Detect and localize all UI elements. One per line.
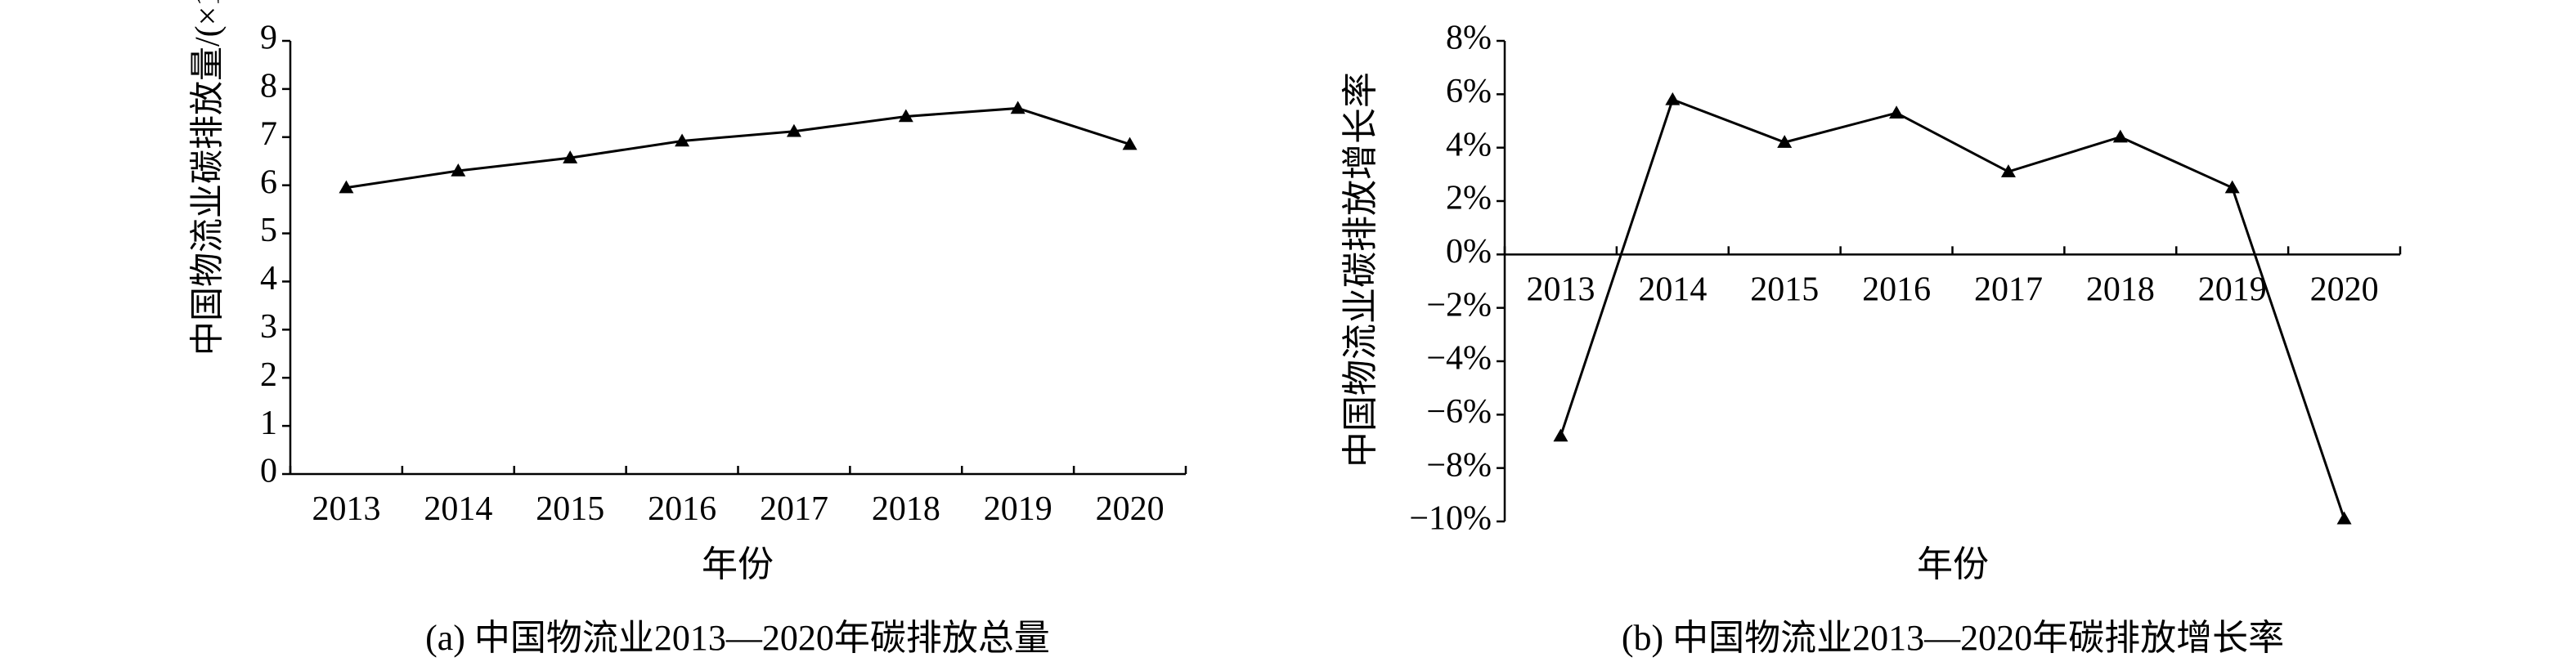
b-data-point [2224, 180, 2240, 194]
a-x-tick-label: 2019 [984, 490, 1052, 528]
b-data-point [2336, 511, 2352, 525]
a-data-point [786, 123, 801, 137]
b-data-point [2112, 129, 2128, 143]
b-y-tick-label: −4% [1426, 340, 1492, 378]
a-y-tick-label: 1 [260, 405, 277, 442]
a-x-tick-label: 2020 [1096, 490, 1165, 528]
b-x-tick-label: 2013 [1526, 271, 1595, 308]
a-x-tick-label: 2013 [312, 490, 380, 528]
a-y-tick-label: 0 [260, 453, 277, 490]
b-data-point [1665, 92, 1681, 105]
a-x-tick-label: 2018 [872, 490, 940, 528]
chart-a: 中国物流业碳排放量/(×10⁸ t) 0 1 2 3 4 5 6 7 8 9 2013 2014 20… [190, 0, 1187, 658]
a-data-point [1122, 136, 1138, 150]
a-x-tick-label: 2017 [760, 490, 828, 528]
b-x-tick-label: 2014 [1638, 271, 1707, 308]
a-data-point [675, 133, 690, 147]
a-y-tick-label: 8 [260, 68, 277, 105]
b-y-tick-label: −6% [1426, 393, 1492, 431]
b-y-tick-label: 6% [1446, 73, 1492, 110]
b-data-point [1553, 428, 1568, 442]
a-y-tick-label: 5 [260, 212, 277, 249]
chart-a-y-axis-label: 中国物流业碳排放量/(×10⁸ t) [190, 0, 227, 356]
a-x-tick-label: 2016 [648, 490, 716, 528]
chart-b-x-axis-label: 年份 [1917, 544, 1989, 584]
b-data-point [1777, 135, 1793, 148]
b-x-tick-label: 2015 [1750, 271, 1819, 308]
b-y-tick-label: −2% [1426, 286, 1492, 324]
b-x-tick-label: 2018 [2086, 271, 2155, 308]
b-y-tick-label: −10% [1409, 500, 1492, 538]
b-x-tick-label: 2019 [2198, 271, 2267, 308]
a-y-tick-label: 2 [260, 356, 277, 394]
chart-b: 中国物流业碳排放增长率 −10% −8% −6% −4% −2% 0% 2% 4% 6% 8% 2… [1340, 20, 2402, 658]
b-data-point [2000, 164, 2016, 177]
a-y-tick-label: 7 [260, 115, 277, 153]
b-y-tick-label: 4% [1446, 126, 1492, 163]
b-data-point [1889, 105, 1905, 119]
chart-b-y-axis-label: 中国物流业碳排放增长率 [1340, 72, 1380, 467]
b-x-tick-label: 2017 [1974, 271, 2043, 308]
a-x-tick-label: 2015 [536, 490, 604, 528]
a-series-line [346, 106, 1131, 190]
a-x-tick-label: 2014 [424, 490, 492, 528]
b-y-tick-label: 2% [1446, 180, 1492, 217]
b-y-tick-label: 8% [1446, 20, 1492, 57]
chart-a-caption: (a) 中国物流业2013—2020年碳排放总量 [425, 618, 1050, 658]
a-data-point [451, 163, 466, 177]
a-y-tick-label: 9 [260, 20, 277, 57]
a-data-point [898, 109, 913, 123]
a-y-tick-label: 6 [260, 163, 277, 201]
b-y-tick-label: −8% [1426, 446, 1492, 484]
chart-b-caption: (b) 中国物流业2013—2020年碳排放增长率 [1622, 618, 2284, 658]
b-x-tick-label: 2020 [2310, 271, 2379, 308]
a-y-tick-label: 3 [260, 308, 277, 346]
chart-a-x-axis-label: 年份 [702, 544, 774, 584]
b-series-line [1560, 97, 2345, 520]
a-y-tick-label: 4 [260, 260, 277, 297]
a-data-point [1010, 101, 1025, 114]
a-data-point [563, 150, 578, 163]
b-y-tick-label: 0% [1446, 233, 1492, 271]
a-data-point [339, 180, 354, 194]
b-x-tick-label: 2016 [1862, 271, 1931, 308]
